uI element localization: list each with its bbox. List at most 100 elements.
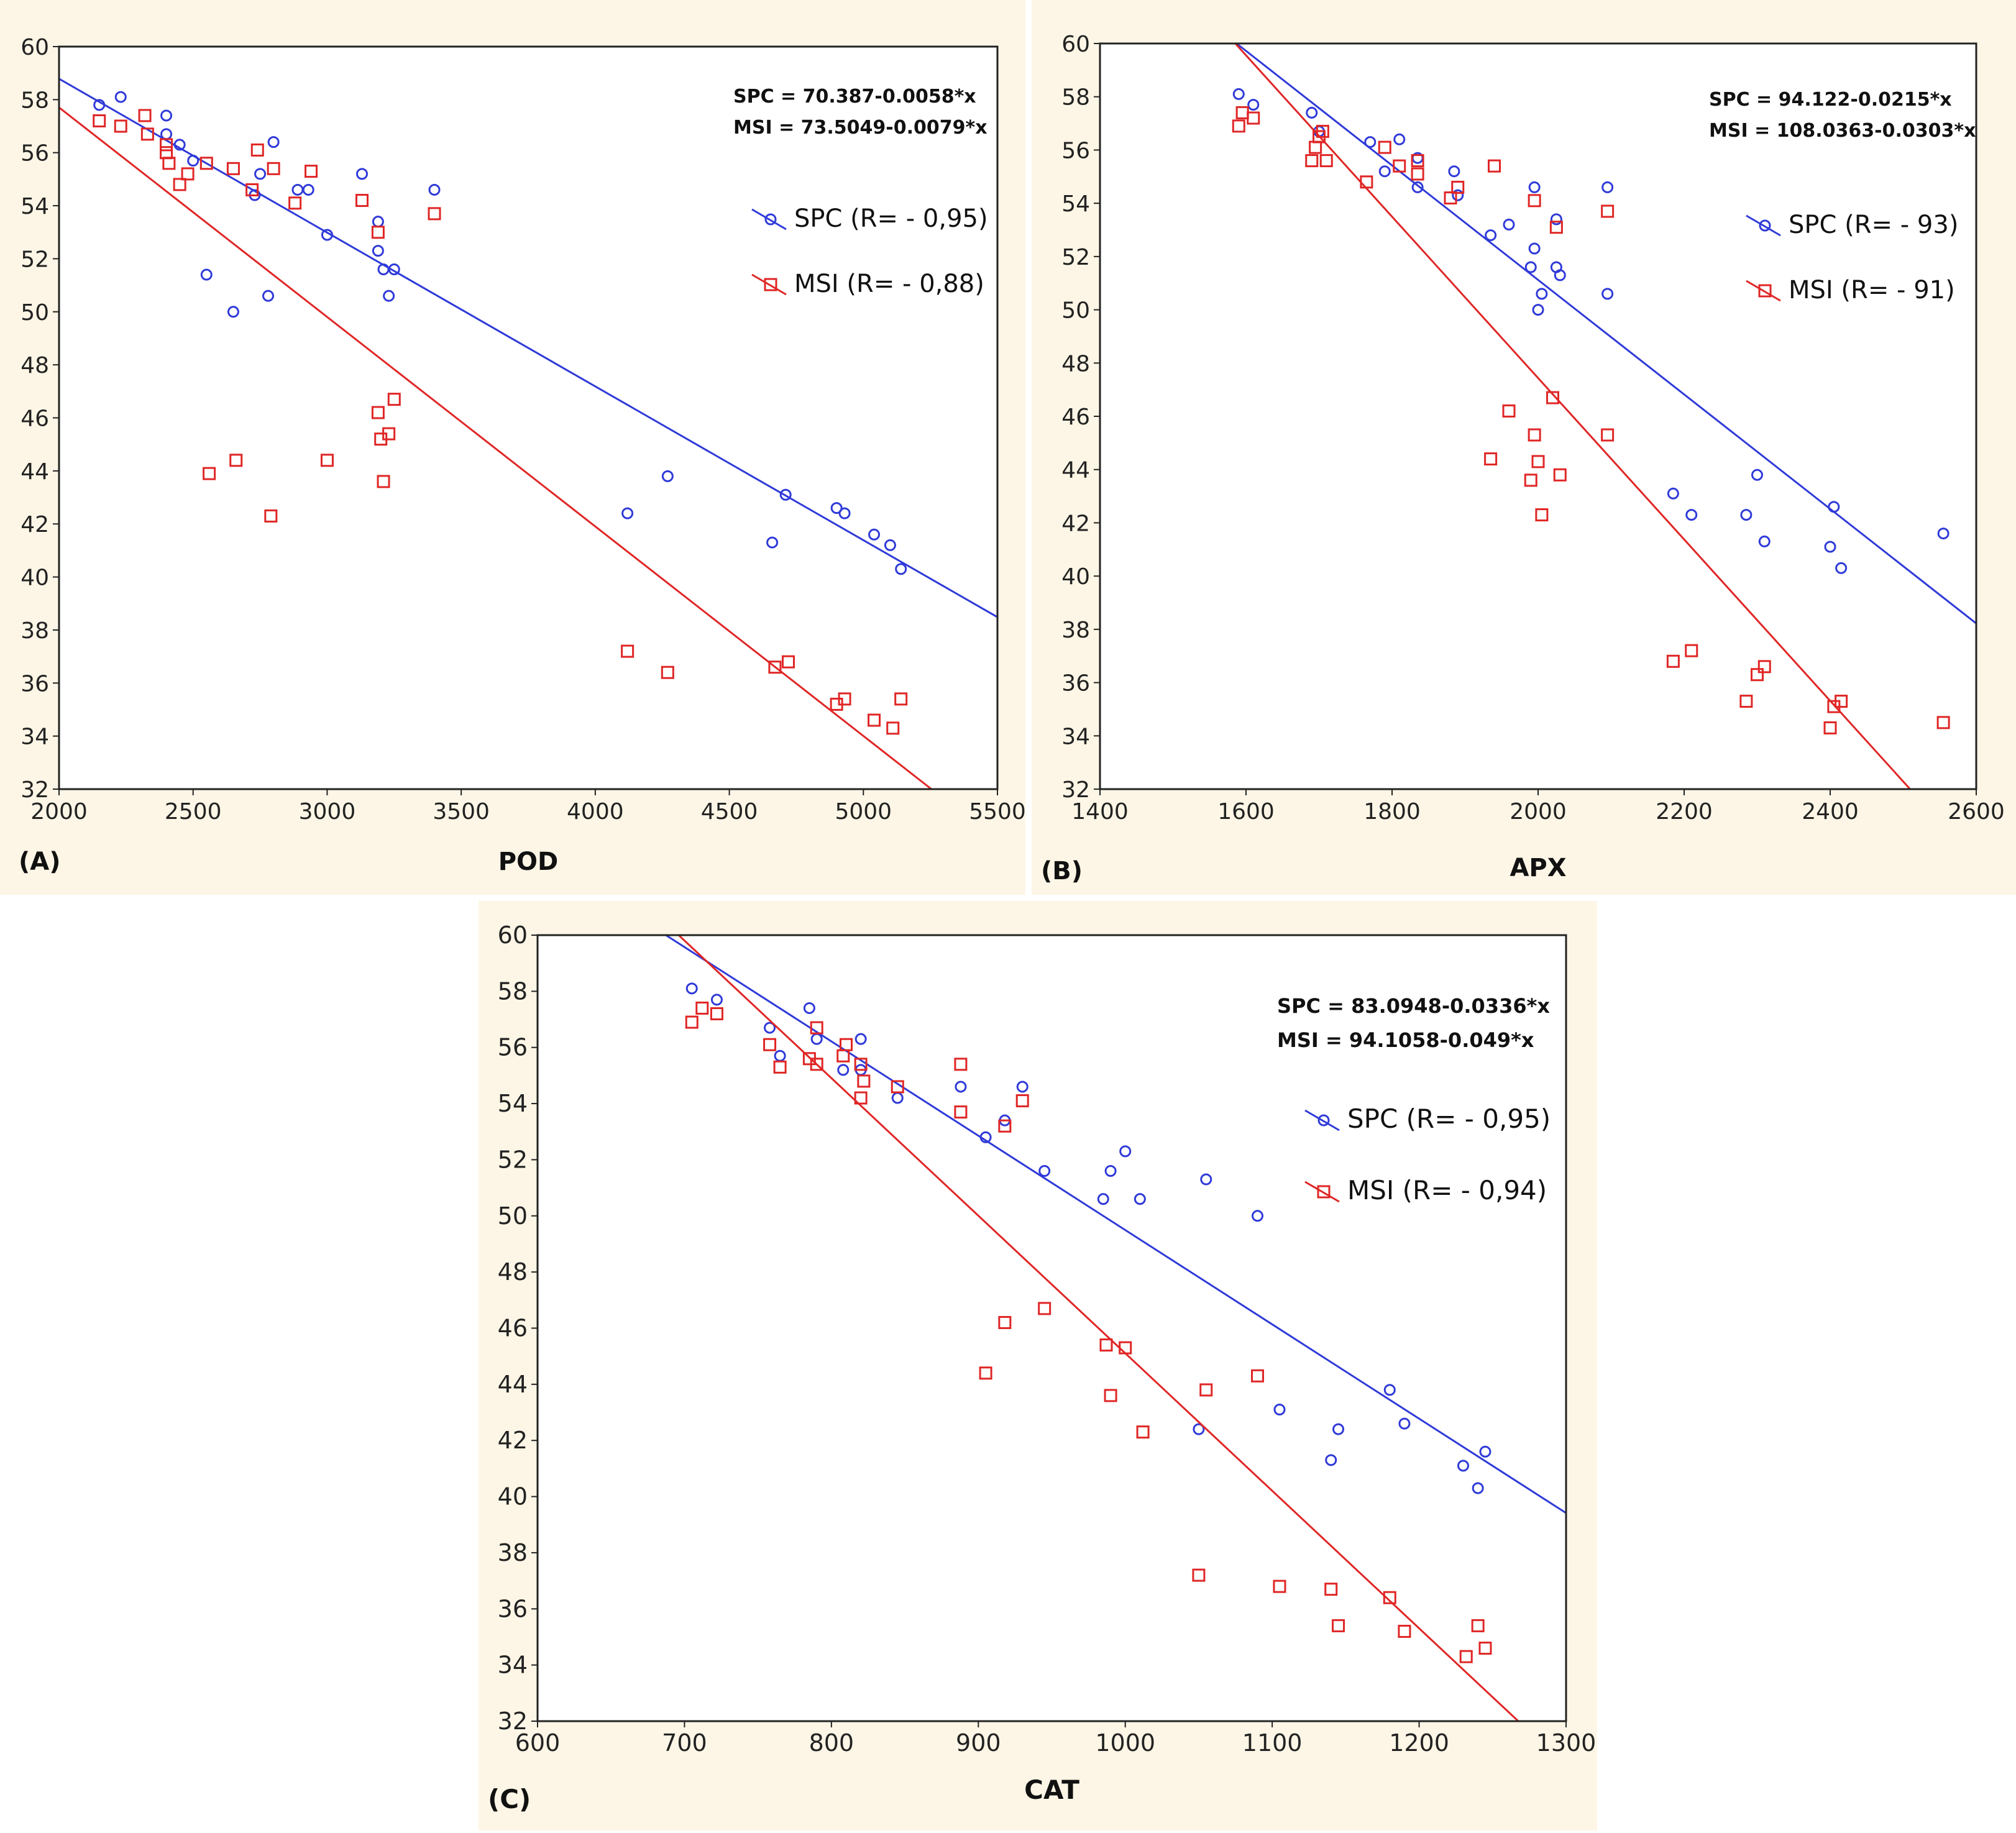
legend-label: SPC (R= - 93): [1789, 211, 1958, 239]
spc-point: [779, 488, 792, 501]
legend-line: [1746, 280, 1781, 302]
msi-point: [1038, 1302, 1052, 1315]
msi-point: [1739, 695, 1753, 708]
spc-point: [895, 563, 907, 575]
msi-point: [1478, 1642, 1492, 1655]
spc-point: [1232, 88, 1245, 100]
plot-data: [1232, 43, 1976, 789]
regression-equation: SPC = 83.0948-0.0336*x: [1277, 994, 1550, 1018]
msi-point: [140, 127, 154, 141]
spc-point: [1601, 288, 1614, 300]
msi-point: [1305, 154, 1319, 168]
msi-point: [162, 157, 176, 170]
legend-label: MSI (R= - 0,88): [794, 270, 984, 298]
msi-point: [1319, 154, 1333, 168]
spc-point: [855, 1033, 867, 1045]
spc-point: [1828, 501, 1840, 513]
msi-point: [160, 138, 173, 152]
msi-point: [1535, 508, 1549, 522]
msi-point: [810, 1058, 823, 1071]
msi-point: [1528, 194, 1541, 208]
legend-line: [1304, 1109, 1340, 1131]
spc-point: [1273, 1404, 1286, 1416]
x-tick-label: 700: [662, 1729, 707, 1757]
spc-point: [830, 502, 843, 514]
msi-point: [229, 454, 243, 467]
y-tick-label: 32: [21, 777, 49, 803]
msi-point: [1757, 660, 1771, 674]
msi-point: [1444, 191, 1457, 205]
regression-equation: SPC = 70.387-0.0058*x: [733, 86, 976, 107]
y-tick-label: 50: [21, 300, 49, 326]
legend-label: SPC (R= - 0,95): [794, 204, 988, 233]
msi-point: [264, 509, 278, 523]
spc-point: [173, 139, 186, 151]
spc-point: [1104, 1165, 1117, 1177]
legend-marker: [1317, 1185, 1331, 1199]
msi-point: [773, 1060, 787, 1074]
x-tick-label: 2200: [1656, 799, 1713, 825]
msi-point: [838, 692, 851, 706]
spc-point: [1457, 1460, 1469, 1472]
spc-point: [884, 539, 896, 551]
panel-label: (A): [19, 848, 61, 876]
spc-point: [868, 528, 881, 541]
msi-point: [1502, 404, 1516, 418]
x-tick-label: 2000: [1510, 799, 1567, 825]
msi-point: [768, 661, 782, 674]
spc-point: [766, 536, 779, 549]
msi-point: [854, 1091, 868, 1105]
y-tick-label: 44: [21, 459, 49, 485]
y-tick-label: 48: [498, 1258, 528, 1286]
y-tick-label: 50: [1061, 298, 1090, 324]
msi-point: [1666, 654, 1680, 668]
msi-point: [1232, 119, 1245, 133]
spc-fit-line: [59, 78, 997, 618]
y-tick-label: 44: [498, 1371, 528, 1398]
msi-point: [267, 162, 280, 175]
spc-point: [1252, 1210, 1263, 1222]
spc-point: [1536, 288, 1548, 300]
spc-point: [1452, 189, 1464, 201]
chart-c: 600 700 800 900 1000 1100 1200 1300 32 34 36 38 40 42…: [479, 901, 1597, 1831]
spc-point: [1097, 1193, 1109, 1205]
spc-point: [1532, 304, 1544, 316]
msi-point: [203, 467, 216, 480]
msi-point: [840, 1038, 853, 1051]
msi-point: [1546, 391, 1559, 405]
msi-point: [288, 196, 302, 210]
msi-point: [685, 1015, 699, 1029]
spc-point: [1479, 1445, 1491, 1458]
x-tick-label: 4500: [701, 799, 758, 825]
spc-point: [838, 507, 851, 519]
msi-point: [226, 162, 240, 175]
spc-point: [685, 982, 698, 995]
y-tick-label: 36: [21, 671, 49, 697]
msi-point: [1199, 1383, 1213, 1397]
plot-area: [538, 935, 1566, 1721]
msi-fit-line: [678, 935, 1519, 1721]
msi-point: [695, 1001, 709, 1015]
msi-point: [1251, 1369, 1264, 1383]
regression-equation: MSI = 94.1058-0.049*x: [1277, 1028, 1534, 1052]
spc-point: [1247, 99, 1260, 111]
plot-frame: [58, 45, 999, 790]
msi-point: [1383, 1591, 1396, 1604]
y-tick-label: 50: [498, 1202, 528, 1230]
chart-a: 2000 2500 3000 3500 4000 4500 5000 5500 32 34 36 38…: [0, 0, 1026, 895]
spc-point: [803, 1002, 815, 1014]
x-tick-label: 2000: [30, 799, 88, 825]
y-tick-label: 34: [1061, 724, 1090, 749]
msi-point: [857, 1074, 871, 1088]
msi-point: [1601, 428, 1615, 442]
msi-point: [1192, 1568, 1206, 1582]
y-tick-label: 42: [21, 512, 49, 537]
spc-point: [1398, 1417, 1411, 1430]
y-tick-label: 54: [498, 1090, 528, 1117]
msi-point: [1835, 695, 1848, 708]
msi-point: [661, 665, 674, 679]
spc-point: [1524, 261, 1537, 273]
msi-point: [998, 1119, 1012, 1133]
y-tick-label: 52: [1061, 245, 1090, 270]
x-tick-label: 5000: [835, 799, 892, 825]
